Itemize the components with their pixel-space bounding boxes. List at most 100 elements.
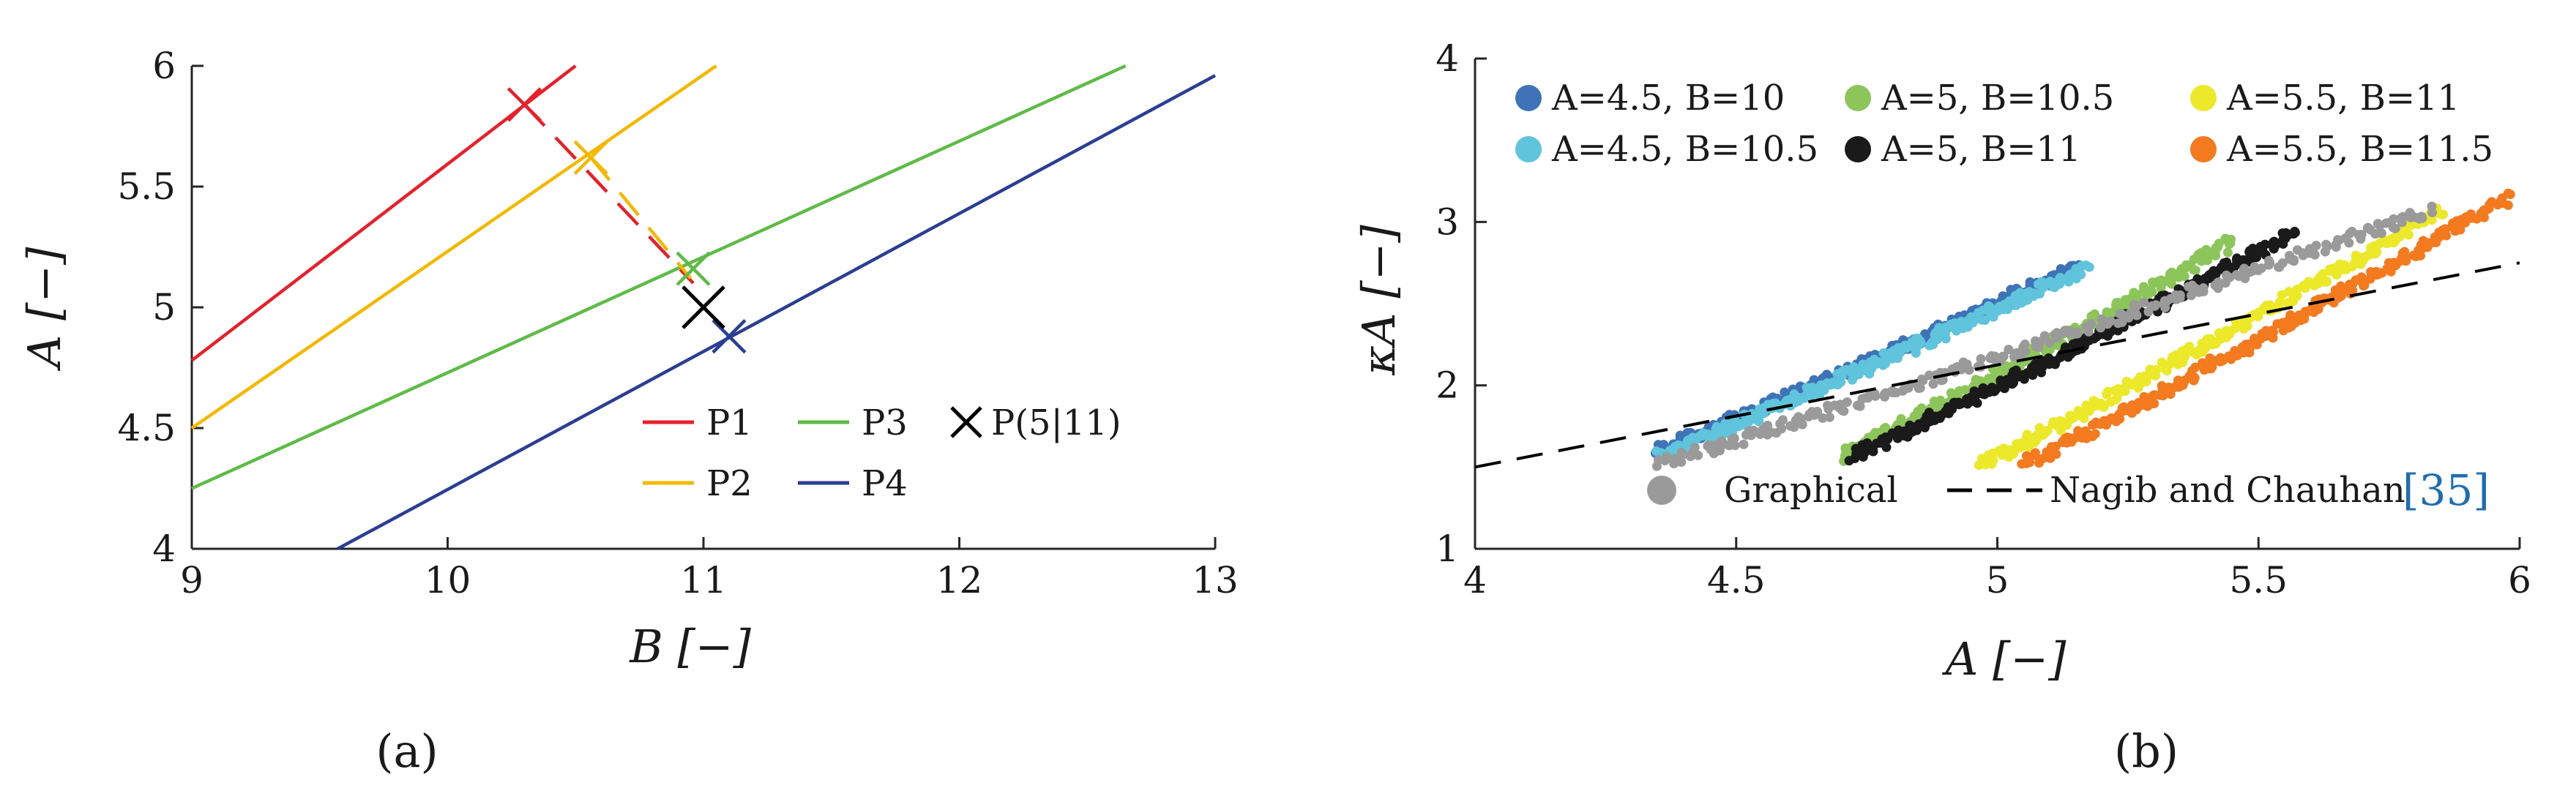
scatter-series-7 bbox=[1651, 201, 2438, 471]
scatter-point bbox=[2192, 274, 2203, 284]
legend-label-a5-b11: A=5, B=11 bbox=[1881, 129, 2081, 170]
scatter-point bbox=[2224, 326, 2234, 336]
scatter-point bbox=[1678, 449, 1688, 460]
scatter-point bbox=[2212, 242, 2222, 252]
scatter-point bbox=[2318, 269, 2328, 279]
panel-b-xtick-label: 6 bbox=[2508, 559, 2531, 601]
scatter-point bbox=[2239, 263, 2250, 274]
legend-dot-a55-b115 bbox=[2190, 136, 2217, 162]
panel-a-xtick-label: 10 bbox=[425, 559, 471, 601]
scatter-point bbox=[1928, 379, 1938, 389]
scatter-point bbox=[2365, 225, 2375, 235]
series-p1-marker bbox=[507, 87, 542, 122]
scatter-point bbox=[1823, 400, 1833, 411]
scatter-point bbox=[1916, 337, 1926, 348]
legend-dot-a55-b11 bbox=[2190, 85, 2217, 111]
scatter-point bbox=[1880, 391, 1890, 402]
scatter-point bbox=[2320, 247, 2330, 257]
panel-b-ticks: 4 4.5 5 5.5 6 1 2 3 4 bbox=[1436, 37, 2531, 601]
scatter-point bbox=[2110, 394, 2121, 405]
scatter-point bbox=[2441, 230, 2452, 241]
panel-a-xtick-label: 12 bbox=[936, 559, 983, 601]
legend-dot-a45-b10 bbox=[1515, 85, 1542, 111]
scatter-point bbox=[2356, 272, 2367, 282]
scatter-point bbox=[1899, 430, 1909, 441]
scatter-series-2 bbox=[1651, 260, 2094, 463]
scatter-point bbox=[2012, 443, 2023, 454]
panel-b-xtick-label: 5 bbox=[1986, 559, 2009, 601]
scatter-point bbox=[2189, 372, 2200, 383]
legend-label-a55-b115: A=5.5, B=11.5 bbox=[2226, 129, 2493, 170]
scatter-point bbox=[2076, 269, 2086, 280]
scatter-point bbox=[1976, 353, 1986, 364]
scatter-point bbox=[1954, 397, 1964, 408]
scatter-point bbox=[2157, 357, 2167, 367]
series-p4-marker bbox=[712, 319, 747, 354]
scatter-point bbox=[1998, 351, 2009, 361]
scatter-point bbox=[2151, 364, 2162, 375]
scatter-point bbox=[2267, 326, 2277, 336]
panel-a-ticks: 9 10 11 12 13 4 4.5 5 5.5 6 bbox=[117, 45, 1238, 601]
scatter-point bbox=[1964, 365, 1974, 375]
panel-a-xtick-label: 11 bbox=[680, 559, 727, 601]
scatter-point bbox=[2198, 358, 2208, 368]
panel-b-ytick-label: 3 bbox=[1436, 200, 1459, 243]
scatter-point bbox=[2047, 446, 2057, 456]
scatter-point bbox=[2053, 333, 2063, 343]
panel-b-legend: A=4.5, B=10 A=5, B=10.5 A=5.5, B=11 A=4.… bbox=[1515, 78, 2493, 515]
scatter-point bbox=[2132, 301, 2142, 311]
scatter-point bbox=[2147, 287, 2157, 297]
scatter-point bbox=[2132, 310, 2142, 320]
legend-p2-label: P2 bbox=[706, 463, 753, 504]
scatter-point bbox=[2313, 304, 2323, 314]
scatter-point bbox=[2222, 247, 2233, 258]
scatter-point bbox=[2359, 281, 2369, 291]
scatter-point bbox=[2381, 236, 2392, 247]
scatter-point bbox=[1839, 406, 1849, 416]
panel-a-ytick-label: 5.5 bbox=[117, 165, 176, 208]
scatter-point bbox=[2175, 290, 2185, 300]
scatter-point bbox=[2370, 270, 2380, 280]
scatter-point bbox=[1690, 443, 1700, 453]
scatter-point bbox=[2209, 250, 2220, 260]
scatter-point bbox=[2042, 425, 2053, 435]
scatter-point bbox=[1660, 455, 1670, 465]
scatter-point bbox=[2200, 343, 2211, 353]
scatter-point bbox=[2336, 281, 2346, 291]
scatter-point bbox=[2170, 271, 2180, 282]
panel-a-ytick-label: 4.5 bbox=[117, 407, 176, 449]
scatter-point bbox=[1968, 318, 1978, 328]
scatter-point bbox=[2503, 188, 2513, 198]
scatter-point bbox=[2072, 329, 2083, 339]
scatter-point bbox=[1725, 422, 1735, 432]
scatter-point bbox=[2115, 309, 2125, 319]
scatter-point bbox=[1802, 383, 1812, 393]
scatter-point bbox=[2033, 289, 2043, 299]
scatter-point bbox=[1730, 441, 1740, 451]
scatter-point bbox=[2061, 342, 2071, 352]
scatter-point bbox=[1892, 353, 1903, 364]
scatter-point bbox=[1676, 457, 1687, 468]
scatter-point bbox=[2503, 200, 2513, 211]
scatter-point bbox=[2039, 331, 2050, 341]
scatter-point bbox=[2062, 273, 2072, 283]
scatter-point bbox=[1851, 449, 1862, 459]
scatter-point bbox=[2351, 259, 2361, 269]
scatter-point bbox=[2081, 260, 2091, 270]
panel-a-ylabel: A [−] bbox=[18, 247, 71, 372]
scatter-point bbox=[2034, 342, 2044, 353]
scatter-point bbox=[2096, 398, 2106, 408]
scatter-point bbox=[2311, 241, 2321, 251]
scatter-point bbox=[2132, 290, 2142, 301]
panel-b-xlabel: A [−] bbox=[1942, 632, 2067, 686]
scatter-point bbox=[1930, 329, 1940, 340]
scatter-point bbox=[1708, 430, 1718, 441]
series-p4-line bbox=[337, 74, 1217, 550]
legend-p4-label: P4 bbox=[862, 463, 908, 504]
scatter-point bbox=[1739, 439, 1749, 449]
legend-point-label: P(5|11) bbox=[991, 402, 1121, 443]
scatter-point bbox=[1809, 410, 1819, 420]
scatter-point bbox=[2090, 429, 2100, 439]
legend-dot-a5-b105 bbox=[1845, 85, 1871, 111]
